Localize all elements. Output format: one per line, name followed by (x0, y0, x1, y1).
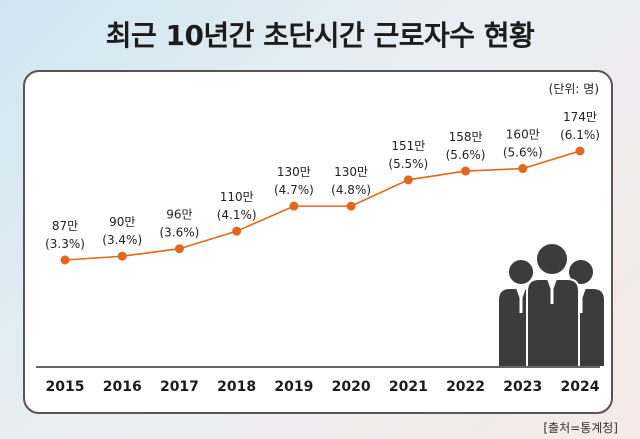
chart-title: 최근 10년간 초단시간 근로자수 현황 (105, 19, 535, 52)
share-label-2023: (5.6%) (503, 146, 543, 160)
data-point-2019 (289, 201, 299, 211)
series-line (64, 150, 581, 261)
data-point-2023 (518, 164, 528, 174)
share-label-2022: (5.6%) (446, 148, 486, 162)
x-tick-2019: 2019 (274, 379, 313, 395)
value-label-2021: 151만 (391, 139, 425, 153)
unit-label: (단위: 명) (548, 82, 599, 96)
share-label-2015: (3.3%) (45, 237, 85, 251)
data-point-2018 (232, 226, 242, 236)
x-tick-2020: 2020 (332, 379, 371, 395)
data-point-2024 (575, 146, 585, 156)
data-point-2021 (403, 175, 413, 185)
value-label-2018: 110만 (220, 190, 254, 204)
data-point-2022 (461, 166, 471, 176)
x-tick-2023: 2023 (503, 379, 542, 395)
value-label-2022: 158만 (449, 130, 483, 144)
value-label-2017: 96만 (166, 208, 192, 222)
data-point-2016 (117, 251, 127, 261)
x-tick-2022: 2022 (446, 379, 485, 395)
share-label-2020: (4.8%) (331, 183, 371, 197)
share-label-2018: (4.1%) (217, 208, 257, 222)
data-point-2015 (60, 255, 70, 265)
x-tick-2016: 2016 (103, 379, 142, 395)
share-label-2016: (3.4%) (102, 233, 142, 247)
x-tick-2021: 2021 (389, 379, 428, 395)
share-label-2024: (6.1%) (560, 128, 600, 142)
share-label-2017: (3.6%) (160, 226, 200, 240)
x-tick-2015: 2015 (46, 379, 85, 395)
share-label-2019: (4.7%) (274, 183, 314, 197)
share-label-2021: (5.5%) (388, 157, 428, 171)
value-label-2024: 174만 (563, 110, 597, 124)
value-label-2020: 130만 (334, 165, 368, 179)
workers-figure-icon (497, 242, 606, 368)
value-label-2019: 130만 (277, 165, 311, 179)
value-label-2015: 87만 (52, 219, 78, 233)
x-tick-2017: 2017 (160, 379, 199, 395)
data-point-2017 (174, 244, 184, 254)
x-tick-2024: 2024 (561, 379, 600, 395)
value-label-2016: 90만 (109, 215, 135, 229)
data-point-2020 (346, 201, 356, 211)
source-label: [출처=통계청] (543, 421, 618, 435)
value-label-2023: 160만 (506, 128, 540, 142)
x-tick-2018: 2018 (217, 379, 256, 395)
